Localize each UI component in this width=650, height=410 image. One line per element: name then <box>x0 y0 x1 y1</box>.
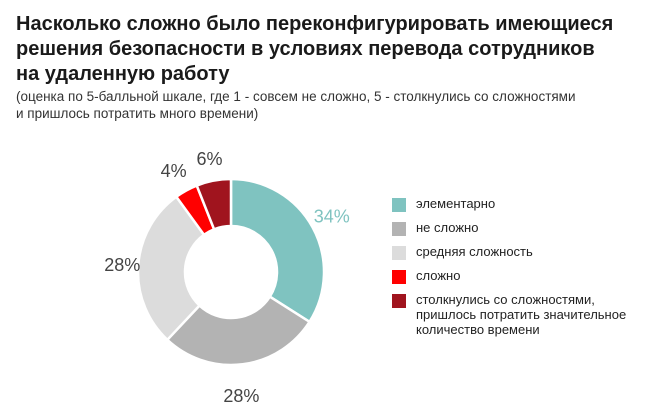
slice-4 <box>195 177 233 231</box>
legend-swatch-2 <box>392 246 406 260</box>
legend-label-1: не сложно <box>416 220 479 235</box>
chart-subtitle: (оценка по 5-балльной шкале, где 1 - сов… <box>16 89 576 121</box>
legend-label-0: элементарно <box>416 196 496 211</box>
legend-swatch-0 <box>392 198 406 212</box>
slice-value-label-4: 6% <box>196 149 222 169</box>
legend-label-2: средняя сложность <box>416 244 533 259</box>
slice-value-label-3: 4% <box>161 161 187 181</box>
slice-value-label-2: 28% <box>104 255 140 275</box>
slice-1 <box>165 294 312 367</box>
slice-2 <box>136 195 206 342</box>
slice-0 <box>229 177 326 324</box>
legend-label-4: столкнулись со сложностями, пришлось пот… <box>416 292 627 337</box>
legend-label-3: сложно <box>416 268 461 283</box>
slice-value-label-1: 28% <box>223 386 259 406</box>
legend-swatch-4 <box>392 294 406 308</box>
chart-title: Насколько сложно было переконфигурироват… <box>16 13 614 85</box>
legend-swatch-1 <box>392 222 406 236</box>
legend-swatch-3 <box>392 270 406 284</box>
slice-value-label-0: 34% <box>314 207 350 227</box>
